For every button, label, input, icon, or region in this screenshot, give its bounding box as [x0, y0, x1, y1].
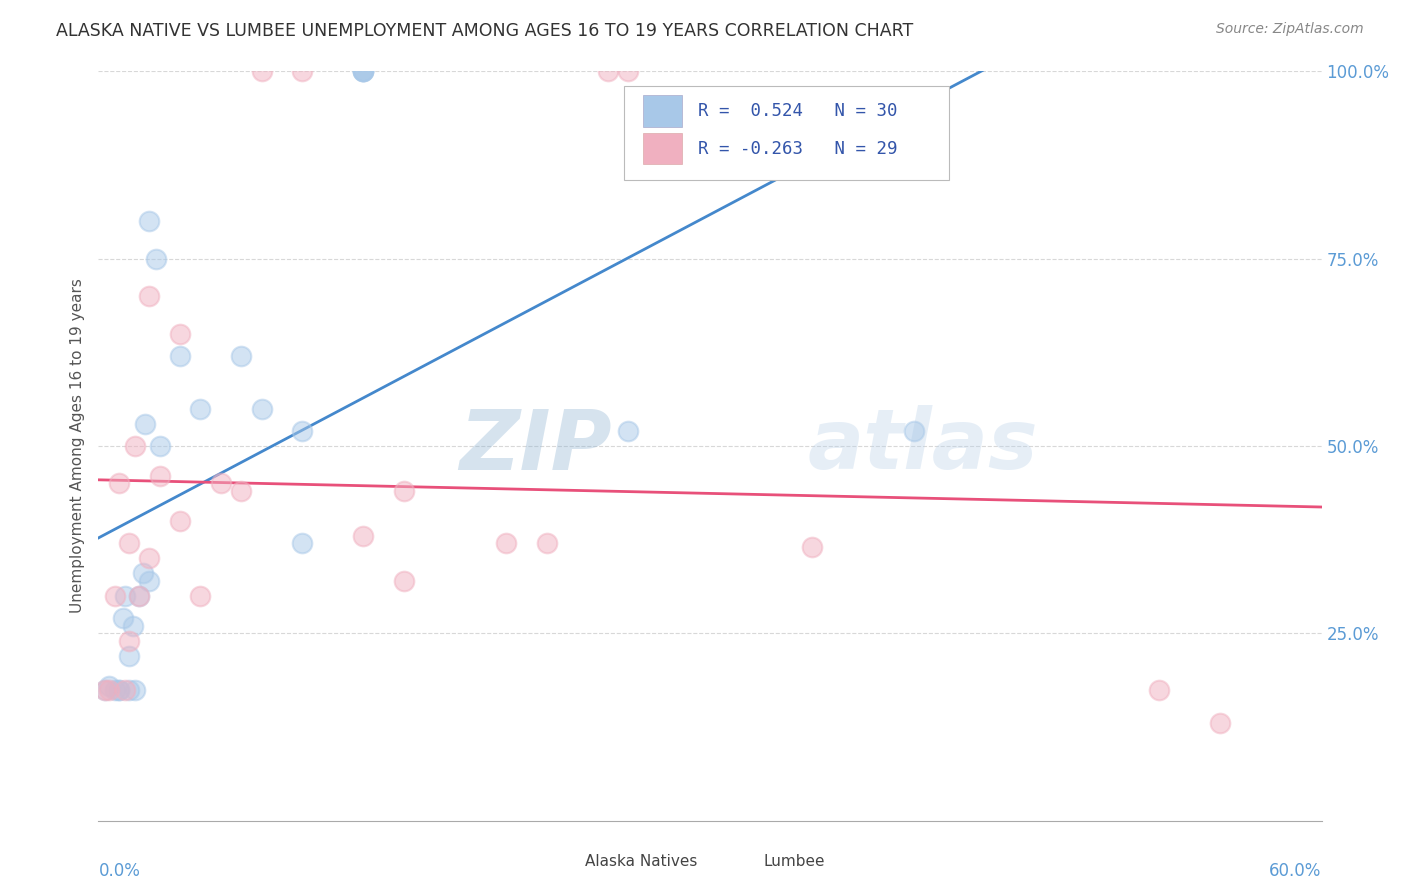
Point	[104, 682, 127, 697]
Point	[169, 514, 191, 528]
Point	[1147, 682, 1170, 697]
Point	[111, 611, 134, 625]
Point	[188, 589, 212, 603]
Point	[392, 483, 416, 498]
Text: 60.0%: 60.0%	[1270, 862, 1322, 880]
Point	[801, 540, 824, 554]
FancyBboxPatch shape	[538, 848, 575, 877]
Point	[93, 682, 115, 697]
Point	[188, 401, 212, 416]
Point	[132, 566, 155, 581]
Point	[93, 682, 115, 697]
Point	[149, 469, 172, 483]
Point	[128, 589, 150, 603]
Point	[97, 682, 120, 697]
Point	[250, 64, 273, 78]
Point	[352, 64, 374, 78]
Point	[108, 682, 131, 697]
Point	[598, 64, 620, 78]
Point	[169, 326, 191, 341]
Y-axis label: Unemployment Among Ages 16 to 19 years: Unemployment Among Ages 16 to 19 years	[70, 278, 86, 614]
Point	[617, 424, 640, 438]
Point	[138, 289, 160, 303]
Point	[108, 476, 131, 491]
Point	[536, 536, 558, 550]
Point	[134, 417, 156, 431]
Point	[231, 349, 253, 363]
Text: R =  0.524   N = 30: R = 0.524 N = 30	[697, 102, 897, 120]
Point	[97, 679, 120, 693]
Point	[124, 682, 146, 697]
Point	[108, 682, 131, 697]
Point	[118, 536, 141, 550]
Point	[128, 589, 150, 603]
Text: Source: ZipAtlas.com: Source: ZipAtlas.com	[1216, 22, 1364, 37]
Point	[138, 574, 160, 588]
FancyBboxPatch shape	[643, 133, 682, 164]
Point	[114, 682, 136, 697]
Point	[291, 536, 314, 550]
Point	[903, 424, 925, 438]
FancyBboxPatch shape	[717, 848, 754, 877]
Point	[122, 619, 145, 633]
Text: Lumbee: Lumbee	[763, 855, 825, 870]
Text: R = -0.263   N = 29: R = -0.263 N = 29	[697, 139, 897, 158]
Point	[352, 64, 374, 78]
Point	[291, 424, 314, 438]
Point	[209, 476, 232, 491]
Point	[352, 64, 374, 78]
Point	[118, 648, 141, 663]
Point	[124, 439, 146, 453]
Point	[138, 214, 160, 228]
Point	[118, 682, 141, 697]
Point	[250, 401, 273, 416]
Point	[138, 551, 160, 566]
Point	[114, 589, 136, 603]
Point	[104, 589, 127, 603]
Point	[617, 64, 640, 78]
Point	[495, 536, 517, 550]
Point	[231, 483, 253, 498]
Point	[149, 439, 172, 453]
Text: atlas: atlas	[808, 406, 1039, 486]
Point	[118, 633, 141, 648]
FancyBboxPatch shape	[643, 95, 682, 127]
Point	[291, 64, 314, 78]
Text: 0.0%: 0.0%	[98, 862, 141, 880]
Point	[1209, 716, 1232, 731]
Point	[352, 529, 374, 543]
Text: Alaska Natives: Alaska Natives	[585, 855, 697, 870]
Point	[392, 574, 416, 588]
Text: ZIP: ZIP	[460, 406, 612, 486]
FancyBboxPatch shape	[624, 87, 949, 180]
Text: ALASKA NATIVE VS LUMBEE UNEMPLOYMENT AMONG AGES 16 TO 19 YEARS CORRELATION CHART: ALASKA NATIVE VS LUMBEE UNEMPLOYMENT AMO…	[56, 22, 914, 40]
Point	[352, 64, 374, 78]
Point	[145, 252, 167, 266]
Point	[169, 349, 191, 363]
